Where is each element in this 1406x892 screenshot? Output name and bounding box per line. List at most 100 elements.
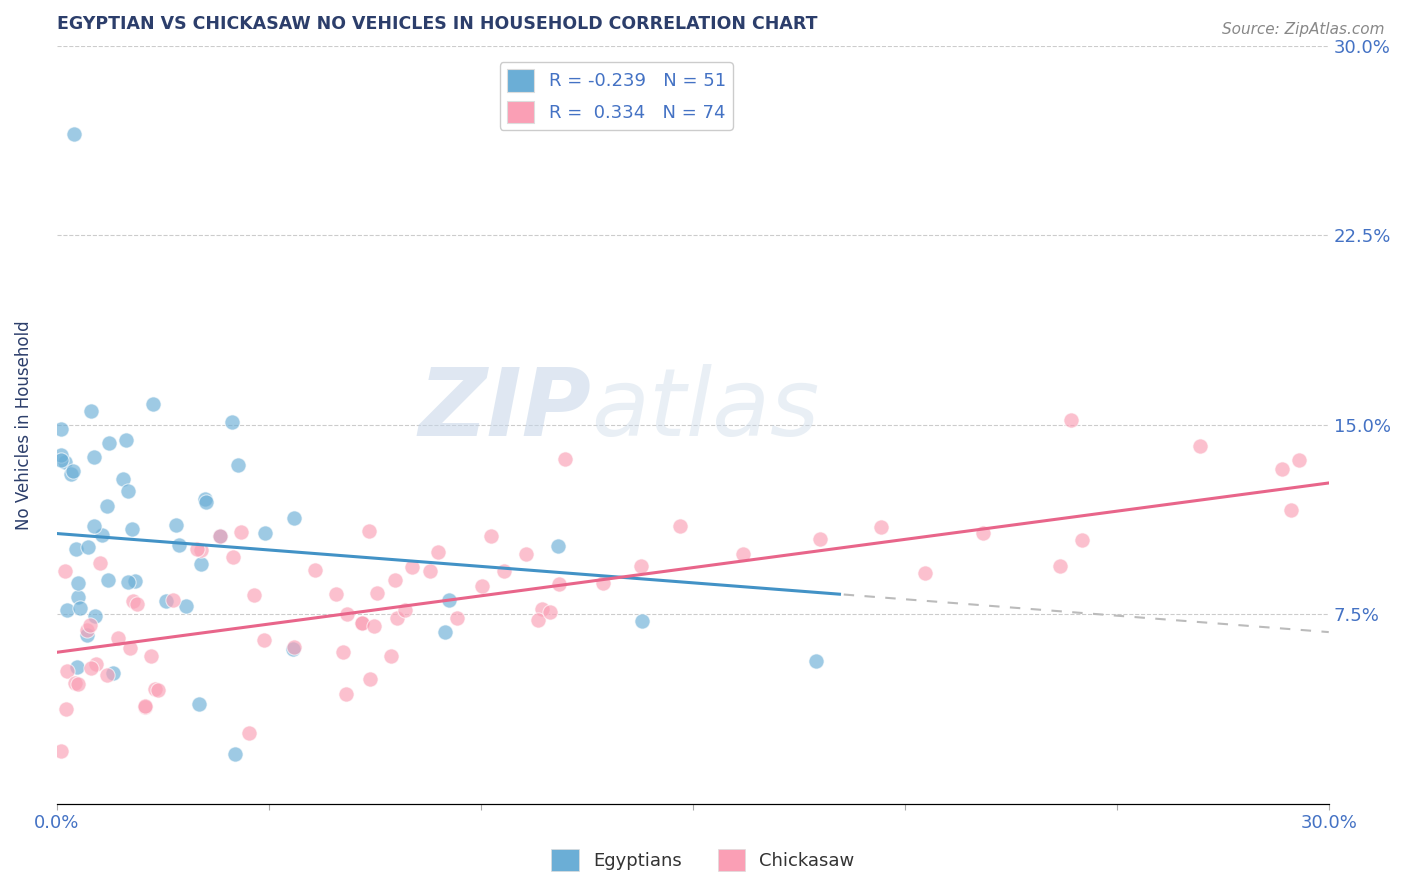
Point xyxy=(76,627,98,641)
Point xyxy=(363,619,385,633)
Point xyxy=(53,455,76,469)
Point xyxy=(221,415,243,429)
Point xyxy=(155,594,177,608)
Legend: R = -0.239   N = 51, R =  0.334   N = 74: R = -0.239 N = 51, R = 0.334 N = 74 xyxy=(499,62,733,130)
Point xyxy=(283,510,305,524)
Point xyxy=(669,519,692,533)
Point xyxy=(804,654,827,668)
Point xyxy=(55,702,77,716)
Point xyxy=(69,600,91,615)
Point xyxy=(548,577,571,591)
Point xyxy=(226,458,249,472)
Point xyxy=(66,660,89,674)
Point xyxy=(283,640,305,654)
Text: ZIP: ZIP xyxy=(418,364,591,456)
Point xyxy=(972,526,994,541)
Point xyxy=(53,564,76,578)
Point xyxy=(630,558,652,573)
Point xyxy=(527,613,550,627)
Point xyxy=(96,500,118,514)
Point xyxy=(56,602,79,616)
Point xyxy=(186,541,208,556)
Point xyxy=(243,589,266,603)
Point xyxy=(62,127,84,141)
Point xyxy=(492,564,515,578)
Point xyxy=(335,687,357,701)
Point xyxy=(65,541,87,556)
Point xyxy=(914,566,936,580)
Point xyxy=(76,623,98,637)
Point xyxy=(352,616,374,631)
Point xyxy=(96,573,118,587)
Point xyxy=(194,492,217,507)
Point xyxy=(208,529,231,543)
Point xyxy=(139,649,162,664)
Point xyxy=(325,587,347,601)
Point xyxy=(224,747,246,761)
Point xyxy=(49,421,72,435)
Point xyxy=(89,556,111,570)
Point xyxy=(731,547,754,561)
Point xyxy=(359,672,381,686)
Point xyxy=(471,578,494,592)
Point xyxy=(538,605,561,619)
Point xyxy=(96,667,118,681)
Point xyxy=(384,574,406,588)
Point xyxy=(531,602,554,616)
Point xyxy=(195,494,218,508)
Point xyxy=(66,677,89,691)
Point xyxy=(117,574,139,589)
Point xyxy=(86,657,108,671)
Point xyxy=(83,518,105,533)
Point xyxy=(1071,533,1094,547)
Point xyxy=(134,700,156,714)
Point xyxy=(630,614,652,628)
Point xyxy=(79,617,101,632)
Point xyxy=(253,633,276,648)
Point xyxy=(134,699,156,714)
Point xyxy=(350,615,373,630)
Point xyxy=(79,661,101,675)
Point xyxy=(118,641,141,656)
Point xyxy=(80,403,103,417)
Point xyxy=(83,450,105,465)
Point xyxy=(187,697,209,711)
Point xyxy=(359,524,381,539)
Point xyxy=(121,522,143,536)
Point xyxy=(427,545,450,559)
Point xyxy=(125,598,148,612)
Point xyxy=(229,525,252,540)
Point xyxy=(143,681,166,696)
Point xyxy=(437,593,460,607)
Point xyxy=(66,575,89,590)
Point xyxy=(49,452,72,467)
Point xyxy=(401,560,423,574)
Point xyxy=(209,529,232,543)
Y-axis label: No Vehicles in Household: No Vehicles in Household xyxy=(15,320,32,530)
Point xyxy=(174,599,197,614)
Point xyxy=(1271,462,1294,476)
Point xyxy=(146,683,169,698)
Point xyxy=(1288,452,1310,467)
Point xyxy=(336,607,359,622)
Point xyxy=(60,467,83,482)
Point xyxy=(124,574,146,589)
Point xyxy=(1049,558,1071,573)
Point xyxy=(62,464,84,478)
Point xyxy=(380,648,402,663)
Point xyxy=(304,563,326,577)
Point xyxy=(1279,502,1302,516)
Point xyxy=(84,608,107,623)
Text: Source: ZipAtlas.com: Source: ZipAtlas.com xyxy=(1222,22,1385,37)
Point xyxy=(167,538,190,552)
Point xyxy=(332,645,354,659)
Point xyxy=(253,525,276,540)
Point xyxy=(122,594,145,608)
Point xyxy=(112,472,135,486)
Point xyxy=(91,528,114,542)
Point xyxy=(162,593,184,607)
Point xyxy=(107,631,129,645)
Legend: Egyptians, Chickasaw: Egyptians, Chickasaw xyxy=(544,842,862,879)
Point xyxy=(115,434,138,448)
Point xyxy=(446,611,468,625)
